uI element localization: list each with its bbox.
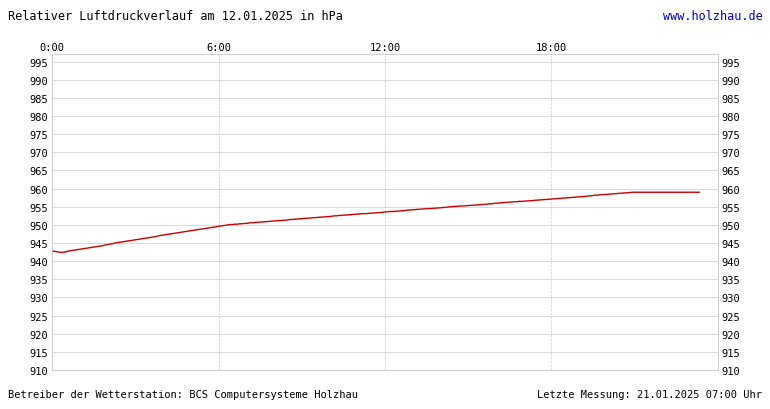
Text: Betreiber der Wetterstation: BCS Computersysteme Holzhau: Betreiber der Wetterstation: BCS Compute…: [8, 389, 358, 399]
Text: Letzte Messung: 21.01.2025 07:00 Uhr: Letzte Messung: 21.01.2025 07:00 Uhr: [537, 389, 762, 399]
Text: Relativer Luftdruckverlauf am 12.01.2025 in hPa: Relativer Luftdruckverlauf am 12.01.2025…: [8, 10, 343, 23]
Text: www.holzhau.de: www.holzhau.de: [662, 10, 762, 23]
